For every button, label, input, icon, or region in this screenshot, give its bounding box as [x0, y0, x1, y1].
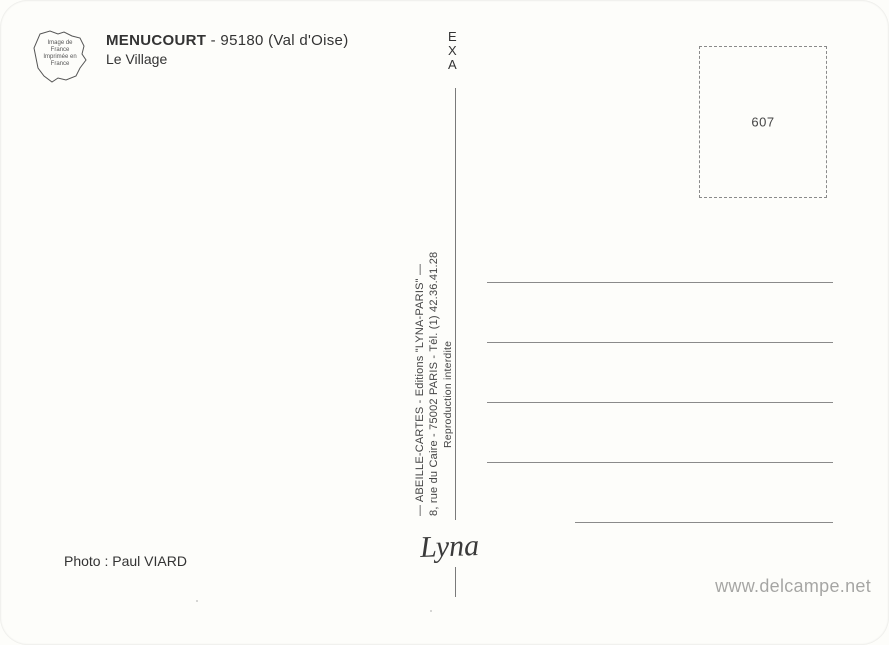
address-line [575, 522, 833, 523]
address-line [487, 282, 833, 283]
publisher-line-1: — ABEILLE-CARTES - Editions "LYNA-PARIS"… [414, 264, 426, 516]
exa-mark: E X A [448, 30, 458, 72]
paper-speck [430, 610, 432, 612]
watermark: www.delcampe.net [715, 576, 871, 597]
stamp-number: 607 [751, 115, 774, 130]
location-line1: MENUCOURT - 95180 (Val d'Oise) [106, 32, 349, 49]
publisher-column: — ABEILLE-CARTES - Editions "LYNA-PARIS"… [414, 98, 452, 518]
exa-a: A [448, 58, 458, 72]
location-subtitle: Le Village [106, 51, 349, 67]
postcard-back: Image de France Imprimée en France MENUC… [0, 0, 889, 645]
photo-credit: Photo : Paul VIARD [64, 553, 187, 569]
exa-x: X [448, 44, 458, 58]
address-line [487, 342, 833, 343]
publisher-line-2: 8, rue du Caire - 75002 PARIS - Tél. (1)… [428, 252, 440, 516]
logo-caption-top: Image de France [47, 40, 72, 53]
location-title: MENUCOURT [106, 32, 206, 49]
exa-e: E [448, 30, 458, 44]
center-divider-top [455, 88, 456, 520]
lyna-logo: Lyna [419, 529, 479, 565]
location-header: MENUCOURT - 95180 (Val d'Oise) Le Villag… [106, 32, 349, 67]
address-line [487, 402, 833, 403]
location-postal: - 95180 [211, 32, 264, 49]
stamp-box: 607 [699, 46, 827, 198]
logo-caption-bottom: Imprimée en France [43, 54, 76, 67]
address-line [487, 462, 833, 463]
publisher-line-3: Reproduction interdite [442, 341, 454, 448]
logo-caption: Image de France Imprimée en France [42, 40, 78, 68]
location-region: (Val d'Oise) [268, 32, 348, 49]
france-outline-logo: Image de France Imprimée en France [30, 28, 90, 86]
center-divider-bottom [455, 567, 456, 597]
paper-speck [196, 600, 198, 602]
